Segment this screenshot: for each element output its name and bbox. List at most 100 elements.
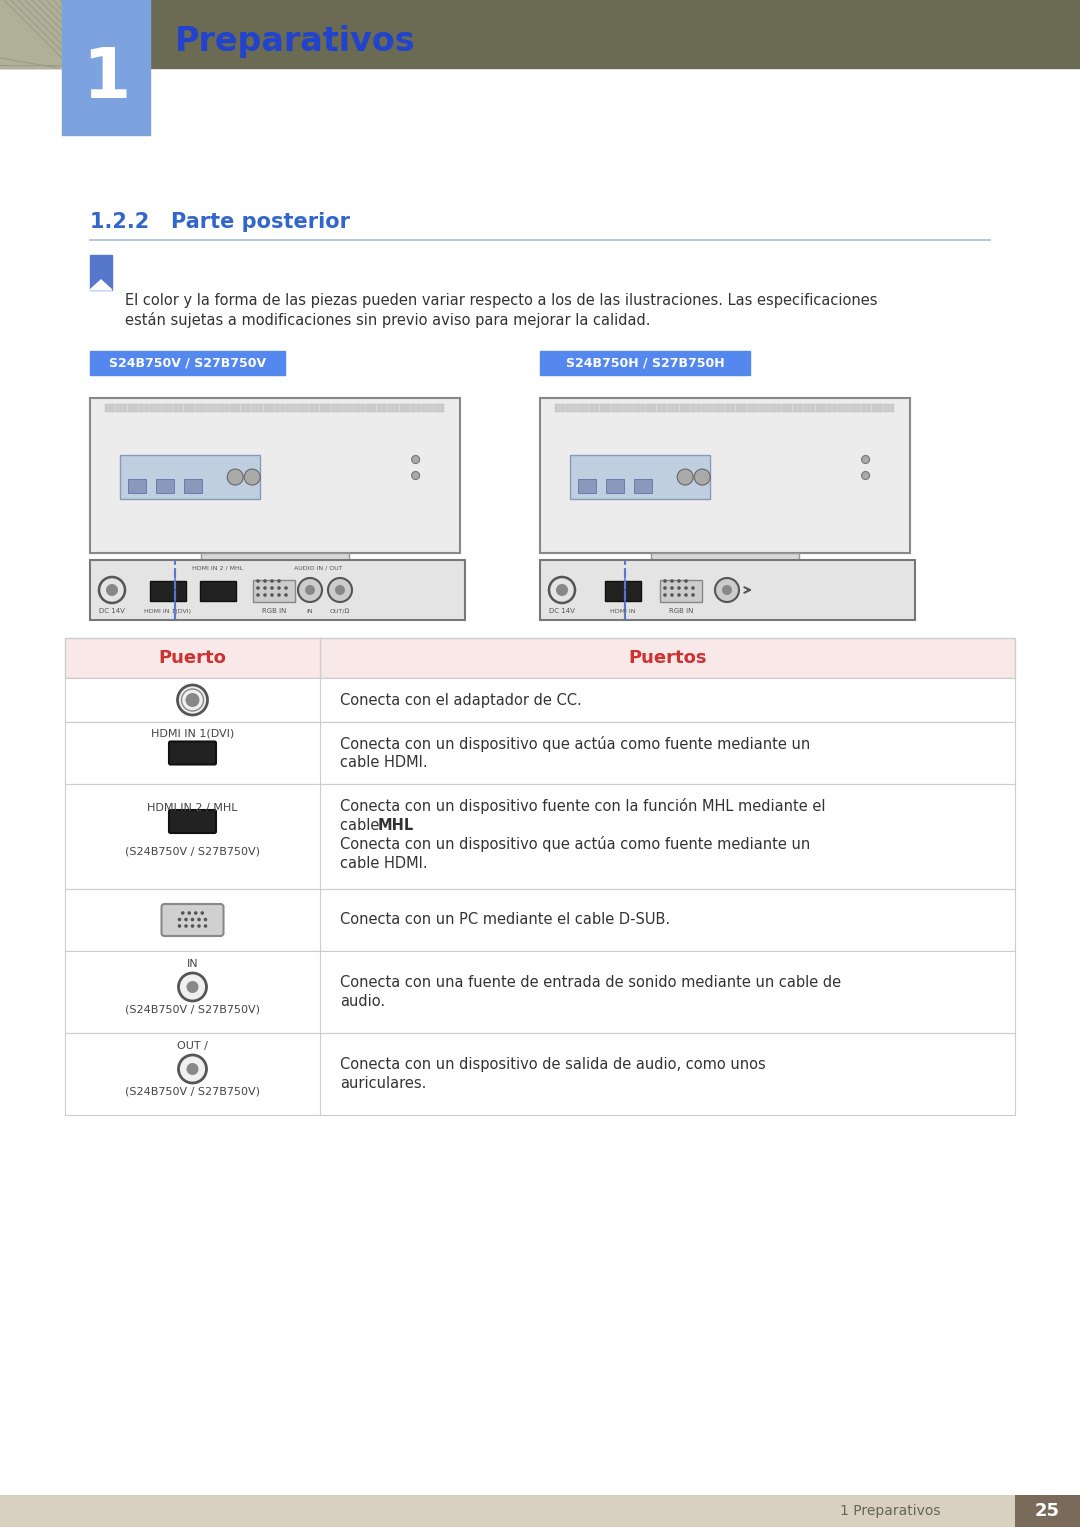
Bar	[827, 405, 837, 412]
Circle shape	[270, 592, 274, 597]
Circle shape	[198, 924, 201, 928]
Bar	[725, 405, 735, 412]
Bar	[218, 405, 229, 412]
Circle shape	[685, 579, 688, 583]
Bar	[127, 405, 138, 412]
Bar	[702, 405, 713, 412]
Bar	[883, 405, 894, 412]
Text: Conecta con una fuente de entrada de sonido mediante un cable de: Conecta con una fuente de entrada de son…	[340, 976, 841, 989]
Text: (S24B750V / S27B750V): (S24B750V / S27B750V)	[125, 1005, 260, 1015]
Bar	[838, 405, 849, 412]
Circle shape	[256, 579, 260, 583]
Text: DC 14V: DC 14V	[549, 608, 575, 614]
Text: (S24B750V / S27B750V): (S24B750V / S27B750V)	[125, 1087, 260, 1096]
Bar	[411, 405, 421, 412]
Circle shape	[677, 592, 680, 597]
Circle shape	[188, 912, 191, 915]
Text: cable HDMI.: cable HDMI.	[340, 754, 428, 770]
Circle shape	[694, 469, 711, 486]
Bar	[162, 405, 172, 412]
Text: Conecta con un dispositivo que actúa como fuente mediante un: Conecta con un dispositivo que actúa com…	[340, 837, 810, 852]
Circle shape	[178, 918, 181, 921]
Circle shape	[411, 455, 420, 464]
Bar	[207, 405, 217, 412]
Bar	[185, 405, 194, 412]
Bar	[264, 405, 274, 412]
Bar	[605, 580, 642, 602]
Circle shape	[191, 918, 194, 921]
Circle shape	[549, 577, 575, 603]
Bar	[65, 722, 1015, 783]
Circle shape	[691, 592, 694, 597]
Bar	[275, 405, 285, 412]
Circle shape	[106, 583, 118, 596]
Bar	[737, 405, 746, 412]
Bar	[389, 405, 399, 412]
Circle shape	[178, 1055, 206, 1083]
Circle shape	[862, 455, 869, 464]
Circle shape	[677, 579, 680, 583]
Bar	[434, 405, 444, 412]
Bar	[555, 405, 565, 412]
Bar	[606, 479, 623, 493]
Text: cable: cable	[340, 818, 384, 834]
Bar	[611, 405, 622, 412]
Circle shape	[298, 579, 322, 602]
Circle shape	[201, 912, 204, 915]
Bar	[120, 455, 260, 499]
Bar	[354, 405, 365, 412]
Circle shape	[685, 586, 688, 589]
Text: cable HDMI.: cable HDMI.	[340, 857, 428, 870]
Bar	[861, 405, 872, 412]
Bar	[679, 405, 690, 412]
Text: Puertos: Puertos	[629, 649, 706, 667]
Bar	[1015, 1495, 1080, 1527]
Bar	[747, 405, 758, 412]
Circle shape	[185, 918, 188, 921]
Bar	[540, 351, 750, 376]
Circle shape	[204, 924, 207, 928]
Text: Conecta con un dispositivo fuente con la función MHL mediante el: Conecta con un dispositivo fuente con la…	[340, 799, 825, 814]
Circle shape	[264, 592, 267, 597]
Text: auriculares.: auriculares.	[340, 1077, 427, 1090]
Circle shape	[663, 592, 666, 597]
Text: (S24B750V / S27B750V): (S24B750V / S27B750V)	[125, 846, 260, 857]
Bar	[173, 405, 184, 412]
Bar	[366, 405, 376, 412]
Bar	[669, 405, 678, 412]
Bar	[634, 479, 651, 493]
FancyBboxPatch shape	[168, 742, 216, 765]
Bar	[657, 405, 667, 412]
Circle shape	[278, 586, 281, 589]
Circle shape	[177, 686, 207, 715]
Circle shape	[671, 586, 674, 589]
Text: MHL: MHL	[378, 818, 415, 834]
Bar	[815, 405, 826, 412]
Text: IN: IN	[187, 959, 199, 970]
Text: Preparativos: Preparativos	[175, 26, 416, 58]
Text: 25: 25	[1035, 1503, 1059, 1519]
Bar	[0, 1495, 1080, 1527]
Circle shape	[204, 918, 207, 921]
Circle shape	[191, 924, 194, 928]
Circle shape	[671, 592, 674, 597]
Bar	[422, 405, 433, 412]
Bar	[623, 405, 633, 412]
Circle shape	[270, 586, 274, 589]
Circle shape	[691, 586, 694, 589]
Circle shape	[284, 586, 287, 589]
Text: S24B750V / S27B750V: S24B750V / S27B750V	[109, 356, 267, 370]
Bar	[540, 399, 910, 553]
Circle shape	[227, 469, 243, 486]
Circle shape	[178, 973, 206, 1002]
Polygon shape	[90, 279, 112, 290]
Circle shape	[181, 912, 185, 915]
Circle shape	[685, 592, 688, 597]
Circle shape	[723, 585, 732, 596]
Bar	[184, 479, 202, 493]
Circle shape	[278, 592, 281, 597]
Text: RGB IN: RGB IN	[669, 608, 693, 614]
Bar	[241, 405, 252, 412]
Text: OUT/Ω: OUT/Ω	[329, 609, 350, 614]
Text: RGB IN: RGB IN	[261, 608, 286, 614]
